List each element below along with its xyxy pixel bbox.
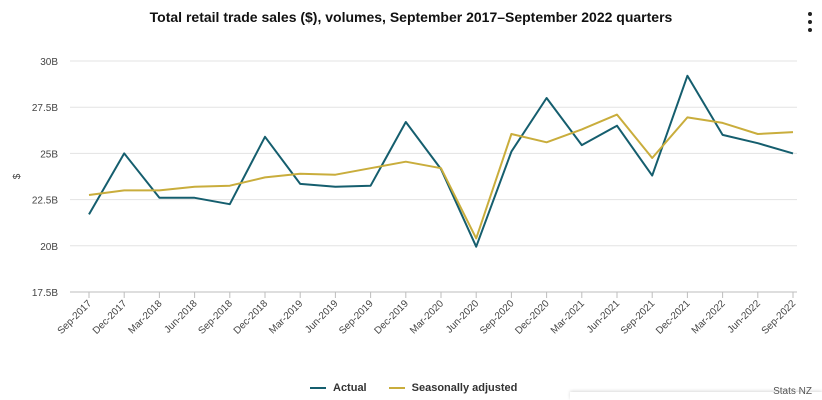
x-tick-label: Sep-2017 <box>56 298 95 337</box>
data-point[interactable] <box>613 111 621 119</box>
legend-label: Actual <box>333 382 367 394</box>
chart-gridlines <box>70 60 797 293</box>
data-point[interactable] <box>543 94 551 102</box>
x-tick-label: Jun-2021 <box>585 298 623 336</box>
data-point[interactable] <box>296 180 304 188</box>
series-line-seasonally-adjusted[interactable] <box>88 113 794 240</box>
x-tick-label: Sep-2022 <box>760 298 799 337</box>
x-tick-label: Sep-2020 <box>478 298 517 337</box>
data-point[interactable] <box>578 141 586 149</box>
data-point[interactable] <box>85 210 93 218</box>
data-point[interactable] <box>613 122 621 130</box>
x-tick-label: Jun-2018 <box>162 298 200 336</box>
data-point[interactable] <box>507 148 515 156</box>
x-tick-label: Dec-2019 <box>372 298 411 337</box>
x-tick-label: Sep-2018 <box>196 298 235 337</box>
data-point[interactable] <box>507 130 515 138</box>
vertical-ellipsis-icon <box>808 28 812 32</box>
y-tick-label: 25B <box>40 149 58 160</box>
data-point[interactable] <box>261 133 269 141</box>
data-point[interactable] <box>226 182 234 190</box>
x-tick-label: Mar-2022 <box>690 298 728 336</box>
data-point[interactable] <box>191 183 199 191</box>
data-point[interactable] <box>543 138 551 146</box>
chart-title: Total retail trade sales ($), volumes, S… <box>149 9 673 25</box>
x-tick-label: Sep-2021 <box>619 298 658 337</box>
vertical-ellipsis-icon <box>808 20 812 24</box>
data-point[interactable] <box>683 72 691 80</box>
legend-swatch-actual <box>310 387 326 389</box>
x-tick-label: Jun-2020 <box>444 298 482 336</box>
data-point[interactable] <box>155 194 163 202</box>
y-tick-label: 20B <box>40 242 58 253</box>
x-tick-label: Sep-2019 <box>337 298 376 337</box>
data-point[interactable] <box>402 158 410 166</box>
data-point[interactable] <box>367 164 375 172</box>
data-point[interactable] <box>296 170 304 178</box>
vertical-ellipsis-icon <box>808 12 812 16</box>
chart-menu-button[interactable] <box>806 12 814 32</box>
x-tick-label: Mar-2021 <box>549 298 587 336</box>
y-tick-label: 22.5B <box>32 196 58 207</box>
data-point[interactable] <box>472 243 480 251</box>
data-point[interactable] <box>155 186 163 194</box>
source-credit: Stats NZ <box>773 386 812 397</box>
x-tick-label: Dec-2021 <box>654 298 693 337</box>
y-tick-label: 17.5B <box>32 288 58 299</box>
data-point[interactable] <box>683 113 691 121</box>
data-point[interactable] <box>754 139 762 147</box>
data-point[interactable] <box>85 191 93 199</box>
y-tick-label: 30B <box>40 57 58 68</box>
data-point[interactable] <box>648 154 656 162</box>
data-point[interactable] <box>120 186 128 194</box>
x-tick-label: Dec-2018 <box>232 298 271 337</box>
x-tick-label: Mar-2020 <box>408 298 446 336</box>
x-tick-label: Mar-2019 <box>267 298 305 336</box>
data-point[interactable] <box>437 164 445 172</box>
data-point[interactable] <box>331 183 339 191</box>
data-point[interactable] <box>789 128 797 136</box>
data-point[interactable] <box>719 119 727 127</box>
data-point[interactable] <box>648 172 656 180</box>
tooltip-panel-edge <box>570 392 822 400</box>
data-point[interactable] <box>226 200 234 208</box>
x-tick-label: Jun-2022 <box>726 298 764 336</box>
y-tick-label: 27.5B <box>32 103 58 114</box>
data-point[interactable] <box>120 149 128 157</box>
data-point[interactable] <box>578 125 586 133</box>
data-point[interactable] <box>261 173 269 181</box>
x-tick-label: Jun-2019 <box>303 298 341 336</box>
chart-legend: Actual Seasonally adjusted <box>310 382 517 394</box>
data-point[interactable] <box>191 194 199 202</box>
x-axis-tick-labels: Sep-2017Dec-2017Mar-2018Jun-2018Sep-2018… <box>56 292 799 337</box>
series-line-actual[interactable] <box>88 74 794 248</box>
data-point[interactable] <box>754 130 762 138</box>
data-point[interactable] <box>331 171 339 179</box>
chart-series <box>85 72 797 251</box>
data-point[interactable] <box>719 131 727 139</box>
x-tick-label: Dec-2017 <box>91 298 130 337</box>
y-axis-tick-labels: 17.5B 20B 22.5B 25B 27.5B 30B <box>32 57 58 299</box>
data-point[interactable] <box>472 234 480 242</box>
x-tick-label: Dec-2020 <box>513 298 552 337</box>
legend-item-actual[interactable]: Actual <box>310 382 367 394</box>
data-point[interactable] <box>367 182 375 190</box>
legend-swatch-seasonally-adjusted <box>388 387 405 389</box>
y-axis-label: $ <box>12 173 23 179</box>
legend-item-seasonally-adjusted[interactable]: Seasonally adjusted <box>388 382 518 394</box>
legend-label: Seasonally adjusted <box>411 382 518 394</box>
data-point[interactable] <box>402 118 410 126</box>
x-tick-label: Mar-2018 <box>126 298 164 336</box>
data-point[interactable] <box>789 149 797 157</box>
